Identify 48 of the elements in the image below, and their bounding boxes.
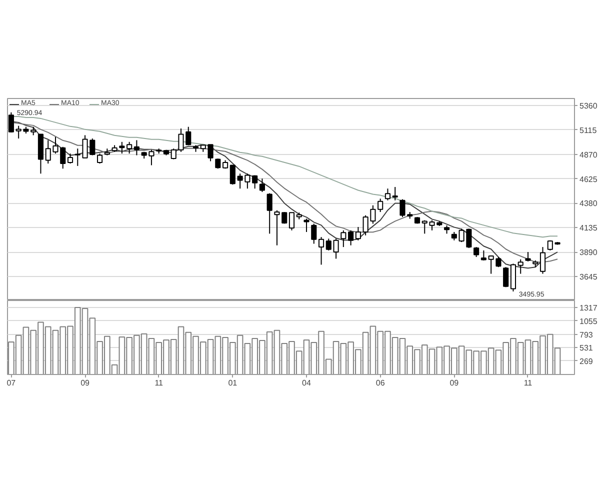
candlestick bbox=[266, 192, 272, 234]
candlestick bbox=[355, 226, 361, 241]
x-tick-label: 01 bbox=[228, 378, 238, 388]
x-tick-label: 09 bbox=[450, 378, 460, 388]
y-tick-label: 269 bbox=[580, 356, 594, 366]
y-tick-label: 4135 bbox=[580, 224, 598, 233]
candlestick bbox=[311, 223, 317, 244]
candlestick bbox=[480, 250, 486, 261]
candlestick bbox=[474, 246, 480, 258]
y-tick-label: 4380 bbox=[580, 199, 598, 208]
y-tick-label: 793 bbox=[580, 330, 594, 340]
y-tick-label: 5115 bbox=[580, 126, 598, 135]
candlestick bbox=[525, 252, 531, 262]
candlestick bbox=[126, 141, 132, 154]
y-tick-label: 531 bbox=[580, 344, 594, 353]
y-tick-label: 1055 bbox=[580, 316, 598, 326]
candlestick bbox=[252, 174, 258, 190]
y-tick-label: 4625 bbox=[580, 174, 598, 184]
candlestick bbox=[348, 230, 354, 246]
y-tick-label: 5360 bbox=[580, 101, 598, 110]
candlestick bbox=[503, 266, 509, 288]
x-tick-label: 11 bbox=[154, 378, 164, 388]
candlestick bbox=[378, 198, 384, 213]
x-tick-label: 09 bbox=[80, 378, 90, 388]
candlestick bbox=[8, 112, 14, 133]
candlestick bbox=[119, 141, 125, 154]
candlestick bbox=[215, 158, 221, 170]
y-tick-label: 1317 bbox=[580, 304, 598, 313]
x-tick-label: 07 bbox=[6, 378, 16, 388]
candlestick bbox=[304, 218, 310, 232]
candlestick bbox=[318, 236, 324, 266]
candlestick bbox=[67, 153, 74, 164]
x-tick-label: 04 bbox=[302, 378, 312, 388]
y-tick-label: 3890 bbox=[580, 248, 598, 258]
candlestick bbox=[288, 212, 295, 231]
x-tick-label: 11 bbox=[524, 378, 533, 388]
candlestick bbox=[540, 246, 546, 274]
candlestick bbox=[392, 186, 398, 201]
candlestick bbox=[340, 230, 346, 248]
x-tick-label: 06 bbox=[376, 378, 386, 388]
candlestick bbox=[518, 258, 524, 274]
y-tick-label: 3645 bbox=[580, 272, 598, 282]
candlestick bbox=[134, 140, 140, 156]
candlestick bbox=[384, 188, 391, 201]
y-tick-label: 4870 bbox=[580, 150, 598, 160]
candlestick bbox=[96, 153, 103, 164]
candlestick bbox=[259, 178, 265, 192]
candlestick bbox=[230, 164, 236, 186]
